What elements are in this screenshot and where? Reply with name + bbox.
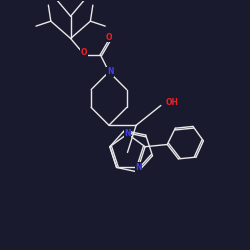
Text: N: N — [135, 163, 141, 172]
Text: N: N — [107, 67, 114, 76]
Text: O: O — [106, 33, 112, 42]
Text: OH: OH — [165, 98, 178, 108]
Text: N: N — [124, 130, 131, 138]
Text: O: O — [81, 48, 87, 56]
